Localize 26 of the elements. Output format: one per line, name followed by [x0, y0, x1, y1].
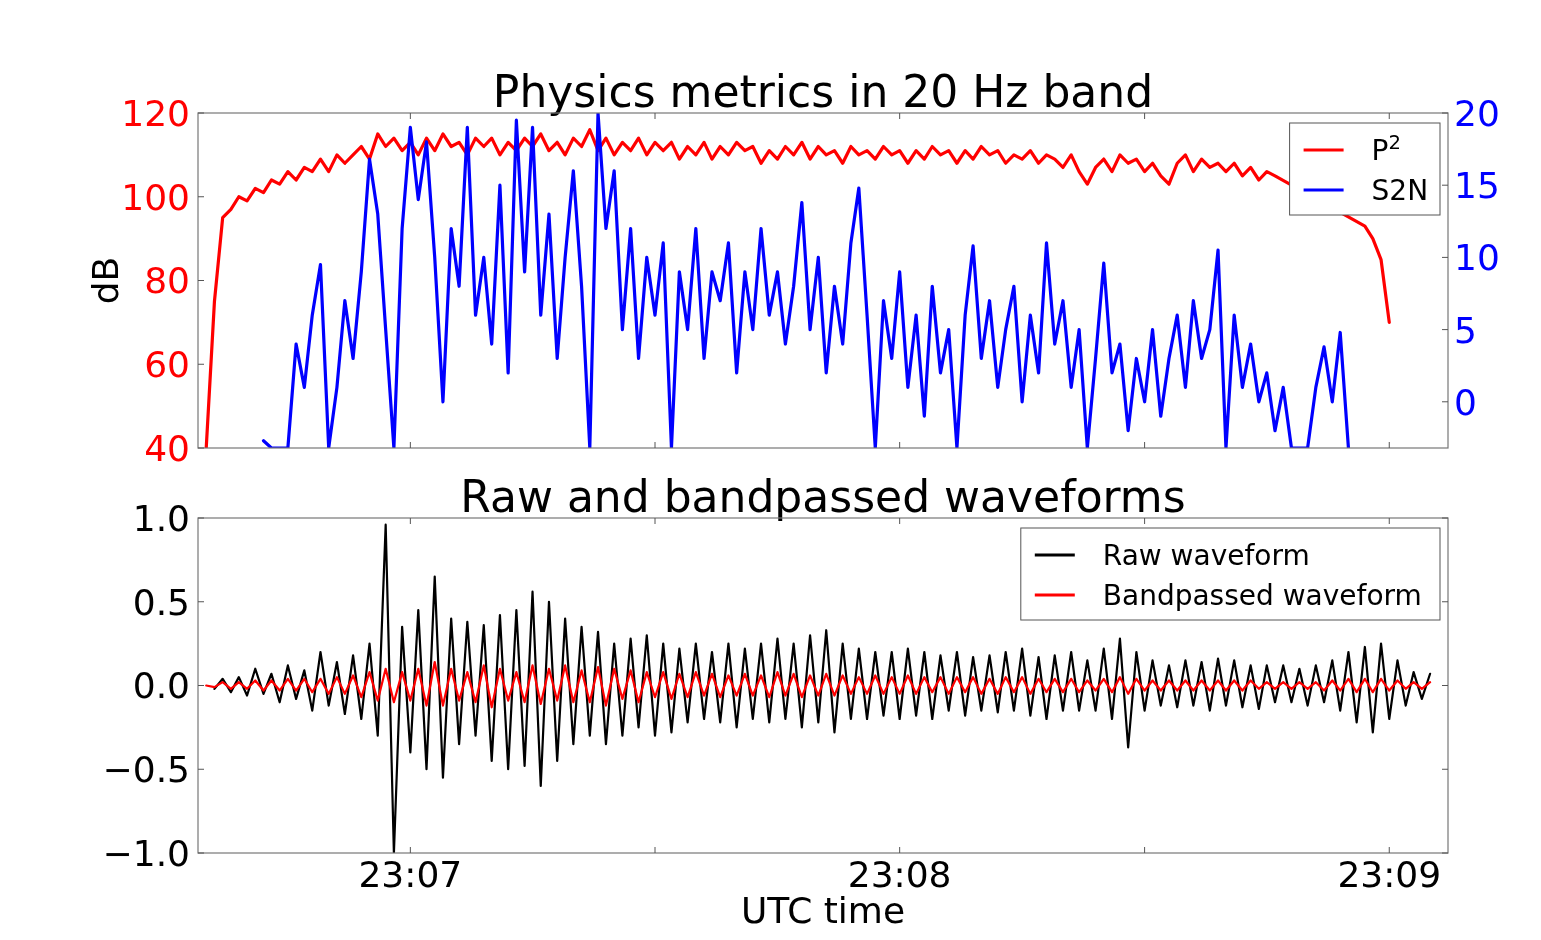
- legend-label: Raw waveform: [1102, 538, 1310, 572]
- legend-label: P$^{2}$: [1371, 130, 1401, 167]
- y2-tick-label: 5: [1454, 309, 1477, 351]
- line-series: [205, 660, 1432, 709]
- y-tick-label: 100: [121, 176, 190, 218]
- x-tick-label: 23:07: [358, 854, 463, 895]
- chart-title: Physics metrics in 20 Hz band: [492, 66, 1154, 117]
- y-axis-title: dB: [85, 256, 126, 305]
- y2-tick-label: 10: [1454, 237, 1500, 279]
- legend-label: Bandpassed waveform: [1102, 578, 1422, 612]
- y-tick-label: 0.0: [132, 665, 190, 707]
- y-tick-label: 0.5: [132, 581, 190, 623]
- y-tick-label: 120: [121, 92, 190, 134]
- y-tick-label: 1.0: [132, 497, 190, 539]
- y2-tick-label: 20: [1454, 92, 1500, 134]
- legend-label: S2N: [1371, 173, 1429, 207]
- y-tick-label: 40: [144, 427, 190, 469]
- y-tick-label: −1.0: [102, 832, 190, 874]
- y2-tick-label: 15: [1454, 165, 1500, 207]
- x-tick-label: 23:09: [1337, 854, 1442, 895]
- y-tick-label: 60: [144, 344, 190, 386]
- y-tick-label: 80: [144, 260, 190, 302]
- chart-title: Raw and bandpassed waveforms: [460, 471, 1186, 522]
- y2-tick-label: 0: [1454, 381, 1477, 423]
- line-series: [213, 523, 1432, 853]
- y-tick-label: −0.5: [102, 749, 190, 791]
